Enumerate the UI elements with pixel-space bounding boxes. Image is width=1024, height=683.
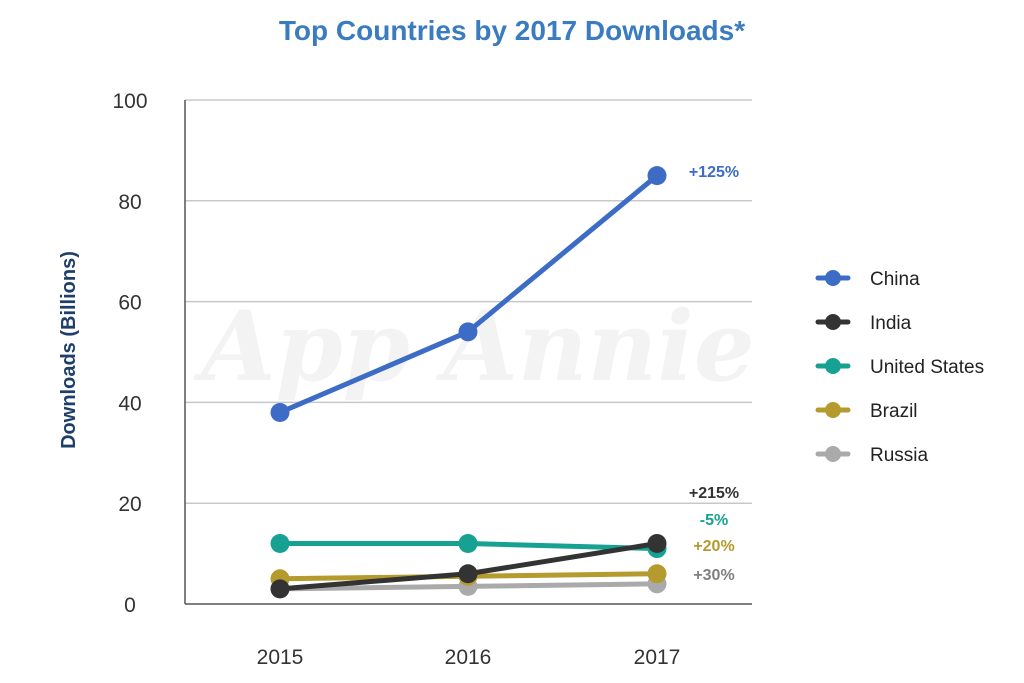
growth-label-china: +125% [689,164,739,181]
chart-title: Top Countries by 2017 Downloads* [279,15,745,46]
data-point-united-states [458,534,478,554]
legend-item-united-states: United States [815,357,984,378]
axes: 0 20 40 60 80 100 2015 2016 2017 [112,90,752,669]
data-point-united-states [270,534,290,554]
legend-swatch-marker [825,358,841,374]
y-tick-label: 100 [112,90,147,113]
y-tick-label: 0 [124,594,136,617]
y-tick-label: 60 [118,292,141,315]
x-tick-label: 2015 [257,646,304,669]
legend-label: China [870,269,920,290]
growth-label-brazil: +20% [693,538,734,555]
legend: China India United States Brazil Russia [815,269,984,466]
data-point-india [647,534,667,554]
data-point-china [458,322,478,342]
legend-label: India [870,313,912,334]
data-point-india [458,564,478,584]
legend-label: Brazil [870,401,918,422]
growth-label-india: +215% [689,485,739,502]
y-axis-label: Downloads (Billions) [58,251,80,449]
legend-swatch-marker [825,270,841,286]
watermark: App Annie [193,290,755,403]
growth-label-united-states: -5% [700,512,728,529]
grid [185,99,752,504]
legend-label: United States [870,357,984,378]
y-tick-label: 20 [118,493,141,516]
legend-swatch-marker [825,446,841,462]
data-point-brazil [647,564,667,584]
legend-item-india: India [815,313,912,334]
growth-label-russia: +30% [693,567,734,584]
series-china [270,166,667,422]
legend-item-russia: Russia [815,445,929,466]
annotations: +125% +215% -5% +20% +30% [689,164,739,584]
x-tick-label: 2016 [445,646,492,669]
legend-swatch-marker [825,314,841,330]
data-point-china [647,166,667,186]
y-tick-label: 80 [118,191,141,214]
series-india [270,534,667,599]
data-point-india [270,579,290,599]
y-tick-label: 40 [118,392,141,415]
data-point-china [270,402,290,422]
legend-label: Russia [870,445,929,466]
series-united-states [270,534,667,559]
x-tick-label: 2017 [634,646,681,669]
legend-swatch-marker [825,402,841,418]
legend-item-china: China [815,269,920,290]
series-group [270,166,667,599]
legend-item-brazil: Brazil [815,401,918,422]
